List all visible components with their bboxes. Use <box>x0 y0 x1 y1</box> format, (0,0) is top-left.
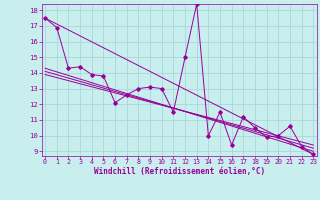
X-axis label: Windchill (Refroidissement éolien,°C): Windchill (Refroidissement éolien,°C) <box>94 167 265 176</box>
